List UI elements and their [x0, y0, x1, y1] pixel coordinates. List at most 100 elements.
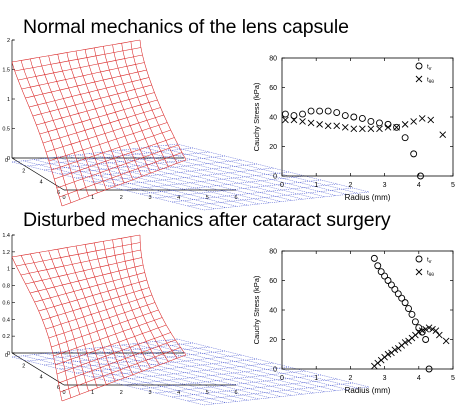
data-point-thth: [316, 121, 323, 128]
x-tick-label: 1: [91, 390, 94, 396]
data-point-thth: [442, 337, 450, 345]
y-axis-label: Cauchy Stress (kPa): [252, 275, 261, 344]
data-point-thth: [376, 125, 383, 133]
wall-meridian: [112, 44, 160, 171]
z-tick-label: 1: [7, 97, 10, 103]
wall-parallel: [32, 84, 152, 117]
x-tick-label: 5: [451, 375, 455, 382]
x-axis-label: Radius (mm): [345, 193, 391, 202]
x-tick-label: 1: [314, 375, 318, 382]
wall-parallel: [42, 287, 150, 321]
y-tick-label: 2: [22, 364, 25, 370]
data-point-thth: [359, 125, 366, 133]
x-tick-label: 0: [280, 375, 284, 382]
x-tick-label: 6: [234, 390, 237, 396]
wall-parallel: [54, 137, 175, 180]
data-point-rr: [422, 336, 430, 343]
disturbed-stress-chart: 0 1 2 3 4 5 0 20 40 60 80 Radius (mm) Cauchy Stress …: [252, 249, 455, 396]
data-point-rr: [401, 134, 409, 142]
wall-parallel: [20, 249, 141, 276]
z-tick-label: 2: [7, 38, 10, 44]
z-tick-label: 0.2: [2, 334, 10, 340]
x-tick-label: 0: [280, 182, 284, 189]
data-point-thth: [418, 327, 426, 334]
data-point-rr: [316, 107, 324, 115]
normal-stress-chart: 0 1 2 3 4 5 0 20 40 60 80 Radius (mm) Cauchy Stress …: [252, 56, 455, 203]
axes-box: [11, 39, 236, 191]
x-tick-label: 5: [451, 182, 455, 189]
wall-parallel: [25, 69, 147, 99]
wall-parallel: [30, 264, 144, 294]
wall-parallel: [61, 354, 187, 402]
x-tick-label: 2: [120, 195, 123, 201]
wall-parallel: [48, 122, 168, 162]
y-tick-label: 20: [269, 337, 277, 344]
data-point-rr: [408, 310, 416, 318]
data-point-rr: [324, 107, 332, 115]
data-point-rr: [425, 365, 433, 373]
axes-box: [11, 234, 236, 386]
data-point-thth: [299, 118, 306, 125]
wall-parallel: [59, 152, 183, 198]
wall-parallel: [36, 92, 155, 126]
data-point-thth: [367, 125, 375, 133]
y-tick-label: 80: [269, 249, 277, 256]
wall-parallel: [51, 309, 159, 348]
y-tick-label: 2: [22, 169, 25, 175]
wall-meridian: [139, 234, 187, 356]
data-point-thth: [425, 324, 433, 332]
data-point-thth: [341, 124, 349, 131]
y-tick-label: 0: [5, 158, 8, 164]
data-point-rr: [398, 294, 406, 302]
z-tick-label: 0: [7, 351, 10, 357]
wall-parallel: [53, 317, 163, 357]
data-point-rr: [411, 318, 419, 326]
legend-label: trr: [427, 64, 432, 72]
data-point-rr: [333, 109, 341, 117]
data-point-rr: [299, 110, 306, 118]
data-point-rr: [394, 290, 402, 298]
data-point-thth: [290, 116, 298, 124]
wall-parallel: [21, 62, 145, 90]
wall-parallel: [45, 294, 152, 330]
wall-parallel: [11, 39, 141, 63]
data-point-rr: [393, 123, 401, 131]
x-tick-label: 2: [348, 182, 352, 189]
wall-parallel: [61, 159, 187, 207]
y-axis-label: Cauchy Stress (kPa): [252, 82, 261, 151]
data-point-thth: [384, 350, 392, 358]
wall-parallel: [38, 279, 147, 312]
axis-line: [11, 157, 65, 191]
z-tick-label: 0.6: [2, 300, 10, 306]
legend-label: tθθ: [427, 270, 434, 278]
y-tick-label: 60: [269, 85, 277, 92]
x-axis-label: Radius (mm): [345, 386, 391, 395]
data-point-thth: [401, 339, 409, 346]
base-grid-line: [11, 143, 178, 163]
y-tick-label: 20: [269, 144, 277, 151]
x-tick-label: 0: [62, 390, 65, 396]
legend-label: trr: [427, 257, 432, 265]
y-tick-label: 4: [40, 179, 43, 185]
data-point-thth: [384, 124, 392, 131]
y-tick-label: 0: [5, 353, 8, 359]
x-tick-label: 3: [383, 375, 387, 382]
wall-meridian: [103, 241, 151, 369]
x-tick-label: 1: [314, 182, 318, 189]
data-point-rr: [384, 277, 392, 284]
wall-parallel: [45, 114, 164, 153]
data-point-thth: [307, 119, 315, 127]
x-tick-label: 6: [234, 195, 237, 201]
data-point-rr: [367, 117, 375, 125]
data-point-thth: [410, 118, 417, 125]
data-point-thth: [415, 328, 423, 336]
wall-parallel: [18, 54, 143, 81]
z-tick-label: 0.8: [2, 284, 10, 290]
data-point-thth: [418, 115, 426, 122]
wall-parallel: [39, 99, 158, 135]
y-tick-label: 80: [269, 56, 277, 63]
base-grid-line: [27, 147, 194, 167]
data-point-rr: [415, 324, 423, 332]
data-point-rr: [381, 272, 389, 280]
